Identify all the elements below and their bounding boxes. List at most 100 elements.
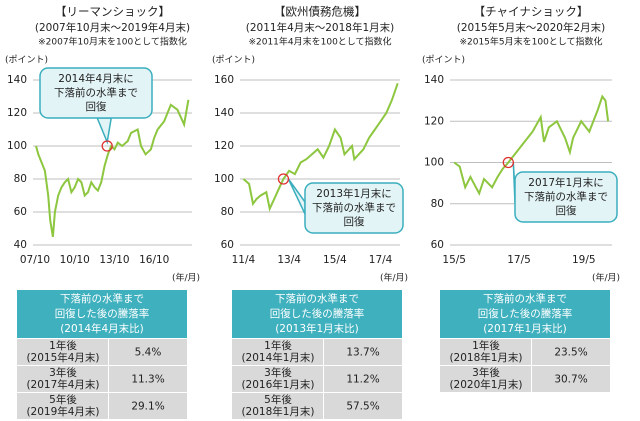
table-header-text: (2013年1月末比) [275,322,359,335]
table-value: 30.7% [554,374,587,386]
callout-text: 下落前の水準まで [312,201,396,214]
table-cell [324,339,402,365]
x-tick-label: 19/5 [572,254,596,266]
x-axis-label: (年/月) [380,272,408,284]
x-axis-label: (年/月) [172,272,200,284]
x-tick-label: 10/10 [60,254,90,266]
x-tick-label: 15/5 [442,254,466,266]
table-cell [109,393,187,419]
table-cell [324,366,402,392]
table-period: 5年後 [264,393,292,406]
table-value: 5.4% [135,347,162,359]
table-period: (2019年4月末) [26,405,99,418]
table-cell [17,339,108,365]
table-period: (2014年1月末) [241,351,314,364]
table-header [17,290,187,338]
table-value: 23.5% [554,347,587,359]
table-period: 5年後 [49,393,77,406]
callout-text: 下落前の水準まで [524,190,608,203]
table-period: (2016年1月末) [241,378,314,391]
y-axis-label: (ポイント) [422,55,465,66]
y-tick-label: 160 [214,74,234,86]
x-tick-label: 13/4 [277,254,301,266]
table-period: (2017年4月末) [26,378,99,391]
chart-note: ※2011年4月末を100として指数化 [248,36,391,48]
callout-text: 2017年1月末に [528,176,603,189]
callout-tail [96,117,113,145]
y-tick-label: 140 [214,107,234,119]
y-tick-label: 100 [7,140,27,152]
x-tick-label: 07/10 [20,254,50,266]
table-value: 29.1% [131,401,164,413]
y-axis-label: (ポイント) [5,55,48,66]
table-period: (2018年1月末) [241,405,314,418]
y-tick-label: 120 [7,107,27,119]
y-axis-label: (ポイント) [212,55,255,66]
table-cell [440,366,531,392]
table-value: 13.7% [346,347,379,359]
table-cell [440,339,531,365]
x-tick-label: 11/4 [232,254,256,266]
y-tick-label: 40 [14,239,27,251]
table-value: 11.2% [346,374,379,386]
y-tick-label: 60 [14,206,27,218]
table-header-text: 回復した後の騰落率 [478,307,573,320]
y-tick-label: 80 [221,206,234,218]
chart-note: ※2007年10月末を100として指数化 [38,36,187,48]
table-header-text: 下落前の水準まで [483,292,567,305]
callout-text: 回復 [556,204,577,217]
table-period: 1年後 [264,339,292,352]
x-tick-label: 17/4 [369,254,393,266]
table-cell [232,339,323,365]
table-period: (2020年1月末) [449,378,522,391]
y-tick-label: 120 [214,140,234,152]
callout-text: 回復 [86,100,107,113]
line [35,99,190,237]
table-header [232,290,402,338]
table-cell [17,393,108,419]
table-period: 1年後 [472,339,500,352]
y-tick-label: 60 [431,239,444,251]
chart-title: 【チャイナショック】 [474,5,589,19]
chart-title: 【欧州債務危機】 [274,5,366,19]
callout-tail [287,178,306,215]
callout-box [39,67,153,119]
table-period: 3年後 [472,366,500,379]
recovery-marker [101,140,113,152]
table-cell [232,366,323,392]
y-tick-label: 80 [14,173,27,185]
chart-subtitle: (2015年5月末～2020年2月末) [457,21,606,34]
x-tick-label: 17/5 [507,254,531,266]
line [242,82,399,212]
chart-title: 【リーマンショック】 [55,5,170,19]
table-header-text: 回復した後の騰落率 [270,307,365,320]
table-header-text: (2014年4月末比) [60,322,144,335]
y-tick-label: 60 [221,239,234,251]
table-header-text: 回復した後の騰落率 [55,307,150,320]
y-tick-label: 140 [424,74,444,86]
line [453,94,610,196]
chart-subtitle: (2011年4月末～2018年1月末) [246,21,395,34]
recovery-marker [502,156,514,169]
chart-subtitle: (2007年10月末～2019年4月末) [35,21,190,34]
y-tick-label: 120 [424,115,444,127]
x-tick-label: 13/10 [99,254,129,266]
callout-box [304,182,404,234]
chart-note: ※2015年5月末を100として指数化 [459,36,602,48]
table-cell [17,366,108,392]
y-tick-label: 100 [424,157,444,169]
table-cell [532,339,610,365]
x-tick-label: 16/10 [139,254,169,266]
table-period: (2018年1月末) [449,351,522,364]
x-tick-label: 15/4 [323,254,347,266]
table-cell [109,366,187,392]
callout-text: 2013年1月末に [316,187,391,200]
callout-text: 下落前の水準まで [54,86,138,99]
table-cell [232,393,323,419]
callout-text: 回復 [344,215,365,228]
y-tick-label: 80 [431,198,444,210]
table-period: 3年後 [49,366,77,379]
table-header-text: 下落前の水準まで [60,292,144,305]
table-header-text: 下落前の水準まで [275,292,359,305]
